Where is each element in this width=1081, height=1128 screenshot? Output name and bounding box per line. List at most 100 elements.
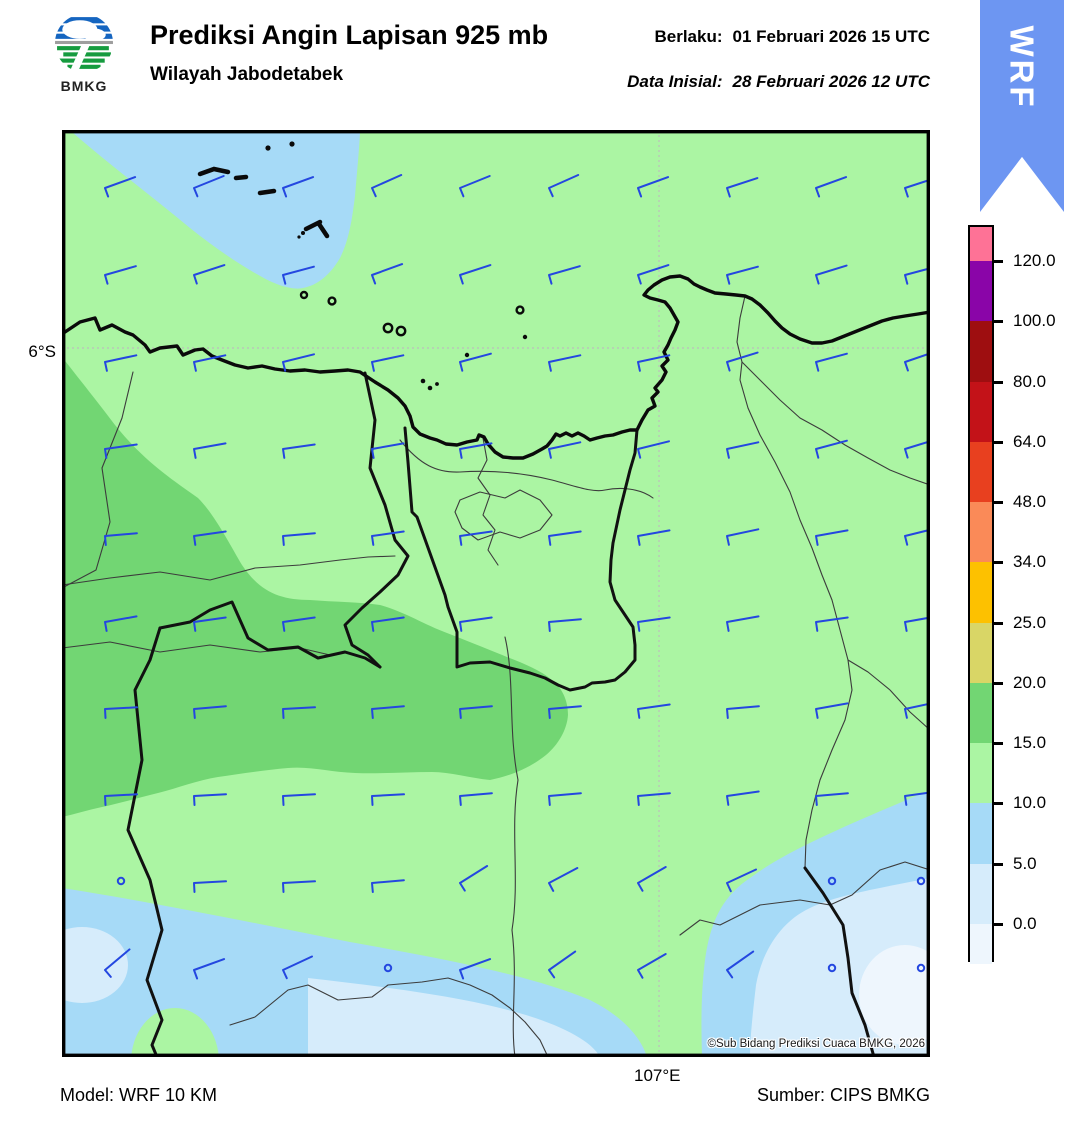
fill-region-0-5-corner — [62, 927, 128, 1003]
colorbar-tick — [994, 802, 1003, 806]
wind-barb — [459, 705, 493, 719]
wind-barb — [637, 529, 671, 546]
wind-barb — [104, 793, 138, 806]
colorbar-labels: 120.0 100.0 80.0 64.0 48.0 34.0 25.0 20.0 15.0 10… — [992, 225, 1056, 962]
wind-barb — [637, 953, 667, 979]
initial-time-line: Data Inisial: 28 Februari 2026 12 UTC — [560, 72, 930, 92]
colorbar-segment — [970, 682, 992, 744]
wind-barb — [371, 793, 405, 806]
wind-barb — [637, 354, 671, 372]
wind-barb — [548, 705, 582, 719]
colorbar-segment — [970, 923, 992, 964]
wind-barb — [548, 530, 582, 546]
wind-barb — [904, 616, 930, 632]
wind-barb — [548, 265, 581, 285]
fill-region-5-10-north — [73, 133, 360, 289]
wind-barb — [282, 443, 316, 459]
page-title: Prediksi Angin Lapisan 925 mb — [150, 20, 549, 50]
colorbar-segment — [970, 562, 992, 623]
colorbar-value-label: 64.0 — [1013, 431, 1047, 451]
wind-barb — [459, 352, 492, 372]
page-subtitle: Wilayah Jabodetabek — [150, 64, 344, 85]
map-copyright: ©Sub Bidang Prediksi Cuaca BMKG, 2026 — [707, 1038, 925, 1050]
wind-barb — [726, 265, 759, 285]
colorbar-value-label: 80.0 — [1013, 371, 1047, 391]
wind-barb — [104, 354, 138, 372]
valid-time-line: Berlaku: 01 Februari 2026 15 UTC — [560, 27, 930, 47]
fill-region-0-5-south — [308, 978, 600, 1057]
wind-barb — [815, 439, 848, 459]
wind-barb — [459, 175, 491, 198]
wind-barb — [815, 176, 848, 198]
wind-calm-marker — [827, 876, 837, 886]
wind-barb — [548, 174, 580, 198]
wind-barb — [371, 354, 405, 372]
wind-barb — [371, 442, 405, 459]
wind-barb — [904, 267, 930, 285]
wind-barb — [459, 958, 492, 980]
wind-barb — [193, 264, 226, 285]
wind-barb — [371, 263, 404, 285]
wind-barb — [282, 880, 316, 893]
wind-barb — [637, 264, 670, 285]
wind-barb — [904, 178, 930, 198]
valid-time-label: Berlaku: — [654, 27, 723, 46]
fill-region-below-0 — [859, 945, 930, 1045]
colorbar-value-label: 34.0 — [1013, 552, 1047, 572]
colorbar-value-label: 5.0 — [1013, 853, 1037, 873]
wind-barb — [548, 792, 582, 806]
wind-barb — [726, 950, 755, 979]
colorbar-value-label: 10.0 — [1013, 793, 1047, 813]
initial-time-label: Data Inisial: — [627, 72, 723, 91]
wind-barb — [637, 703, 671, 719]
colorbar-value-label: 0.0 — [1013, 913, 1037, 933]
colorbar-tick — [994, 621, 1003, 625]
colorbar-tick — [994, 742, 1003, 746]
wind-barb — [459, 792, 493, 806]
valid-time-value: 01 Februari 2026 15 UTC — [732, 27, 930, 46]
initial-time-value: 28 Februari 2026 12 UTC — [732, 72, 930, 91]
islands — [197, 141, 528, 391]
wind-barb — [459, 530, 493, 546]
bmkg-logo-icon — [55, 14, 113, 72]
bmkg-logo-text: BMKG — [60, 78, 108, 94]
wind-barb — [904, 352, 930, 372]
wind-barb — [726, 528, 760, 546]
wind-barb-layer — [104, 174, 930, 980]
wind-barb — [104, 265, 137, 285]
wind-barb — [815, 616, 849, 632]
wind-barb — [193, 442, 227, 459]
model-label: Model: WRF 10 KM — [60, 1085, 218, 1105]
map-canvas — [62, 130, 930, 1057]
wind-barb — [815, 702, 849, 719]
colorbar-value-label: 15.0 — [1013, 733, 1047, 753]
wind-barb — [459, 865, 489, 892]
wind-barb — [282, 265, 315, 285]
wind-barb — [282, 532, 316, 546]
wind-barb — [193, 354, 227, 372]
colorbar-segment — [970, 261, 992, 322]
colorbar — [968, 225, 994, 964]
wind-barb — [815, 529, 849, 546]
wind-barb — [282, 955, 313, 980]
colorbar-tick — [994, 260, 1003, 263]
colorbar-tick — [994, 440, 1003, 444]
wind-barb — [904, 528, 930, 546]
colorbar-segment — [970, 863, 992, 924]
wind-barb — [193, 705, 227, 719]
wind-barb — [904, 791, 930, 806]
wind-barb — [726, 615, 760, 632]
colorbar-value-label: 120.0 — [1013, 251, 1056, 270]
wind-barb — [371, 616, 405, 632]
colorbar-value-label: 48.0 — [1013, 492, 1047, 512]
wind-barb — [726, 441, 760, 459]
colorbar-value-label: 25.0 — [1013, 612, 1047, 632]
wind-barb — [548, 441, 582, 459]
wind-barb — [637, 176, 670, 198]
wind-barb — [104, 176, 137, 198]
wind-calm-marker — [116, 876, 126, 886]
wind-barb — [282, 616, 316, 632]
lon-tick-label: 107°E — [634, 1066, 681, 1085]
colorbar-tick — [994, 561, 1003, 565]
wind-barb — [104, 706, 138, 719]
